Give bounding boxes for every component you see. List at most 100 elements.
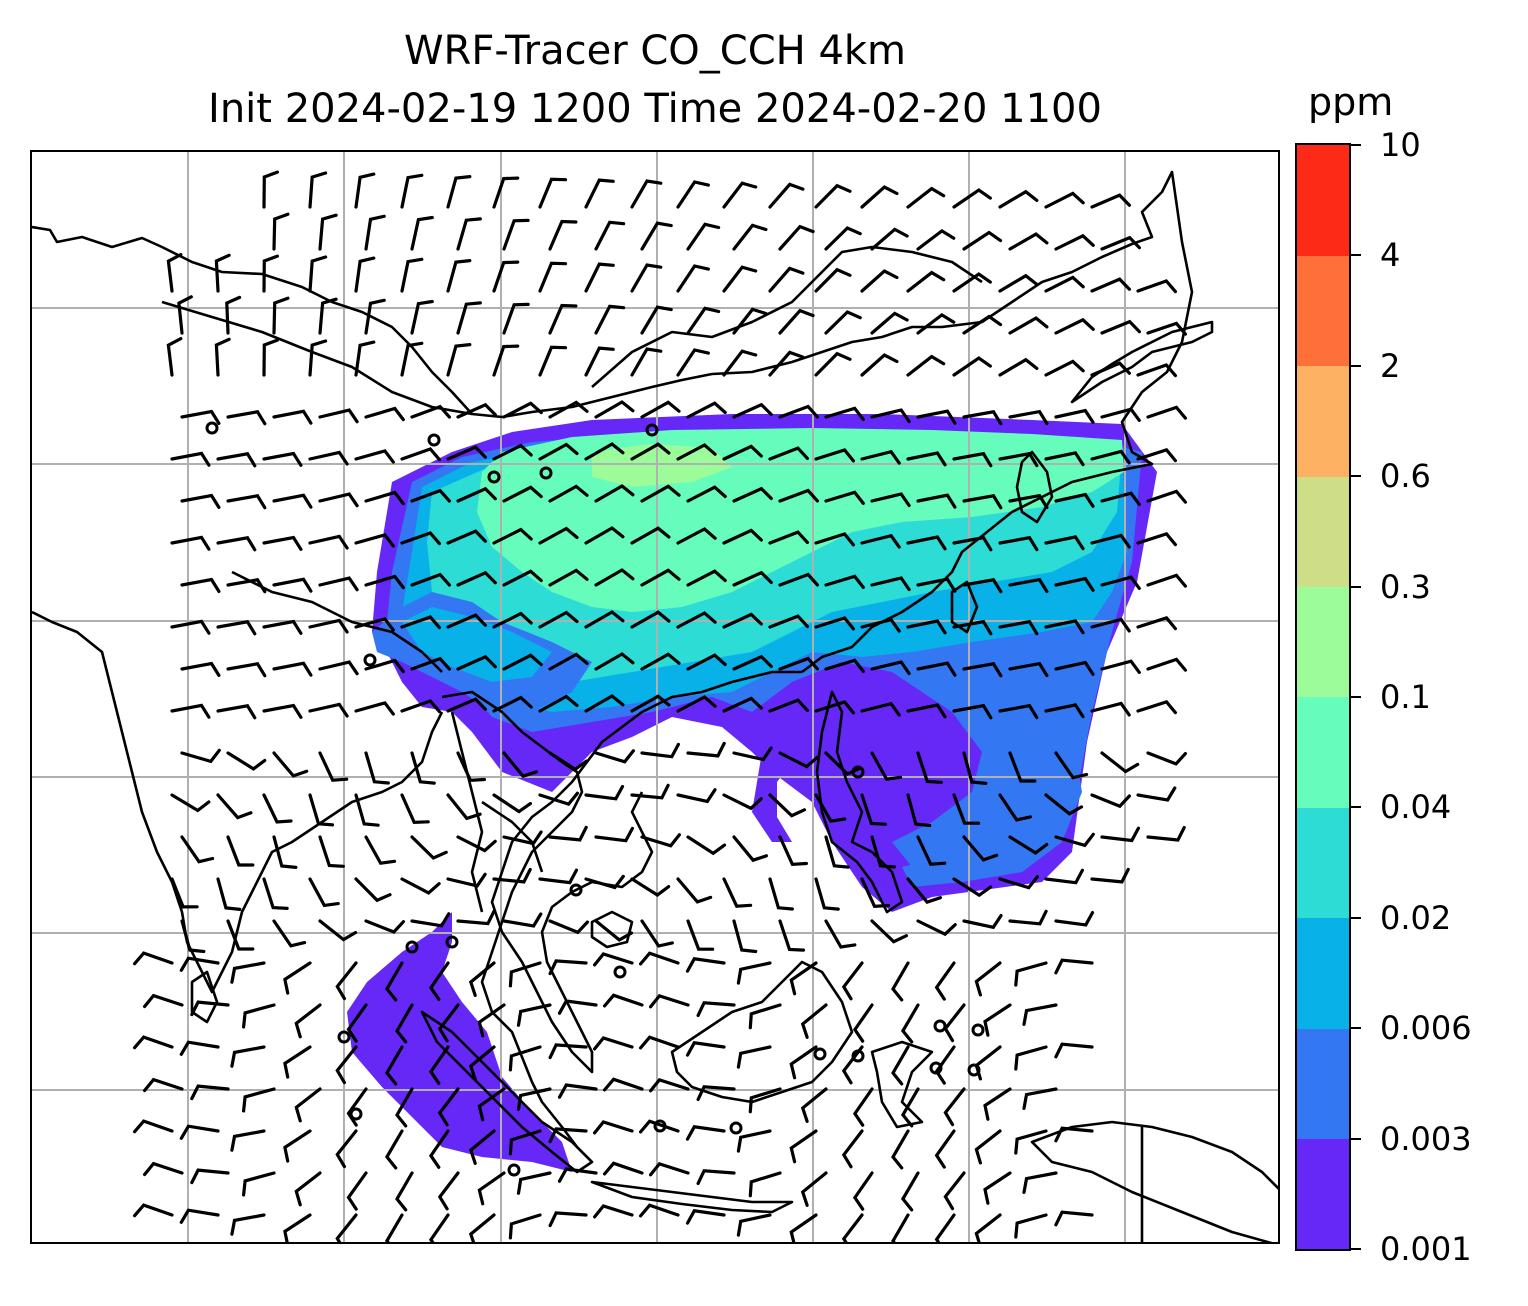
wind-barb bbox=[502, 401, 543, 419]
wind-barb bbox=[456, 301, 482, 335]
wind-barb bbox=[1044, 359, 1085, 377]
wind-barb bbox=[736, 961, 772, 985]
wind-barb bbox=[686, 569, 727, 587]
wind-barb bbox=[272, 661, 313, 677]
wind-barb bbox=[508, 961, 542, 988]
wind-barb bbox=[640, 484, 681, 503]
wind-barb bbox=[860, 877, 891, 908]
wind-barb bbox=[318, 835, 345, 868]
wind-barb bbox=[1008, 577, 1049, 594]
colorbar-tick-label: 4 bbox=[1380, 236, 1401, 275]
wind-barb bbox=[354, 793, 380, 827]
wind-barb bbox=[952, 877, 993, 898]
wind-barb bbox=[364, 751, 390, 785]
wind-barb bbox=[732, 486, 773, 503]
wind-barb bbox=[283, 1045, 312, 1079]
wind-barb bbox=[974, 1213, 1002, 1242]
wind-barb bbox=[364, 406, 405, 422]
wind-barb bbox=[916, 661, 957, 677]
wind-barb bbox=[800, 1171, 828, 1207]
wind-barb bbox=[998, 451, 1039, 468]
wind-barb bbox=[308, 793, 335, 827]
wind-barb bbox=[852, 1003, 874, 1043]
wind-barb bbox=[1044, 191, 1085, 209]
wind-barb bbox=[446, 793, 482, 821]
wind-barb bbox=[400, 793, 430, 825]
wind-barb bbox=[557, 1083, 598, 1099]
wind-barb bbox=[400, 173, 424, 209]
wind-barb bbox=[916, 493, 957, 509]
wind-barb bbox=[308, 702, 349, 718]
wind-barb bbox=[446, 259, 472, 293]
border-thailand bbox=[481, 800, 544, 873]
wind-barb bbox=[722, 696, 763, 713]
wind-barb bbox=[998, 619, 1039, 636]
wind-barb bbox=[676, 264, 710, 293]
wind-barb bbox=[860, 701, 901, 717]
colorbar bbox=[1295, 143, 1351, 1251]
wind-barb bbox=[308, 534, 349, 550]
wind-barb bbox=[1136, 363, 1177, 378]
colorbar-segment bbox=[1297, 807, 1349, 919]
wind-barb bbox=[179, 1124, 220, 1140]
wind-barb bbox=[410, 215, 434, 251]
wind-barb bbox=[516, 1087, 552, 1111]
wind-barb bbox=[962, 751, 988, 785]
wind-barb bbox=[410, 912, 451, 928]
wind-barb bbox=[446, 872, 487, 888]
wind-barb bbox=[446, 613, 487, 629]
wind-barb bbox=[584, 694, 625, 713]
wind-barb bbox=[722, 181, 758, 209]
wind-barb bbox=[230, 1129, 266, 1152]
wind-barb bbox=[998, 357, 1039, 377]
wind-barb bbox=[630, 347, 663, 377]
colorbar-tick bbox=[1351, 1027, 1361, 1030]
wind-barb bbox=[1100, 235, 1141, 251]
wind-barb bbox=[1044, 535, 1085, 551]
wind-barb bbox=[294, 1003, 322, 1039]
wind-barb bbox=[906, 793, 932, 828]
wind-barb bbox=[649, 1078, 690, 1093]
wind-barb bbox=[446, 445, 487, 461]
wind-barb bbox=[748, 1003, 782, 1030]
wind-barb bbox=[649, 1162, 690, 1177]
wind-barb bbox=[456, 835, 497, 853]
wind-barb bbox=[318, 213, 338, 251]
wind-barb bbox=[722, 528, 763, 545]
wind-barb bbox=[1100, 659, 1141, 674]
wind-barb bbox=[180, 835, 215, 864]
colorbar-tick bbox=[1351, 806, 1361, 809]
wind-barb bbox=[456, 486, 497, 503]
wind-barb bbox=[1054, 958, 1094, 975]
colorbar-segment bbox=[1297, 1028, 1349, 1140]
wind-barb bbox=[952, 188, 992, 209]
wind-barb bbox=[548, 400, 589, 419]
wind-barb bbox=[891, 961, 910, 1002]
wind-barb bbox=[800, 1087, 828, 1123]
wind-barb bbox=[952, 535, 993, 552]
wind-barb bbox=[502, 912, 543, 928]
wind-barb bbox=[686, 306, 721, 335]
wind-barb bbox=[594, 400, 635, 419]
wind-barb bbox=[538, 791, 579, 806]
wind-barb bbox=[962, 835, 999, 862]
wind-barb bbox=[906, 619, 947, 635]
wind-barb bbox=[696, 1001, 736, 1017]
coast-sri-lanka bbox=[190, 970, 219, 1024]
wind-barb bbox=[916, 919, 957, 937]
wind-barb bbox=[1044, 275, 1085, 293]
wind-barb bbox=[778, 404, 819, 419]
wind-barb bbox=[639, 1119, 680, 1134]
wind-barb bbox=[516, 1003, 552, 1027]
calm-wind-marker bbox=[349, 1107, 363, 1121]
wind-barb bbox=[768, 182, 805, 209]
wind-barb bbox=[1008, 835, 1049, 855]
wind-barb bbox=[1100, 826, 1140, 843]
colorbar-tick bbox=[1351, 364, 1361, 367]
wind-barb bbox=[1008, 751, 1037, 783]
wind-barb bbox=[177, 295, 193, 335]
wind-barb bbox=[870, 751, 903, 781]
colorbar-segment bbox=[1297, 586, 1349, 698]
wind-barb bbox=[538, 868, 578, 885]
wind-barb bbox=[1022, 1171, 1058, 1194]
